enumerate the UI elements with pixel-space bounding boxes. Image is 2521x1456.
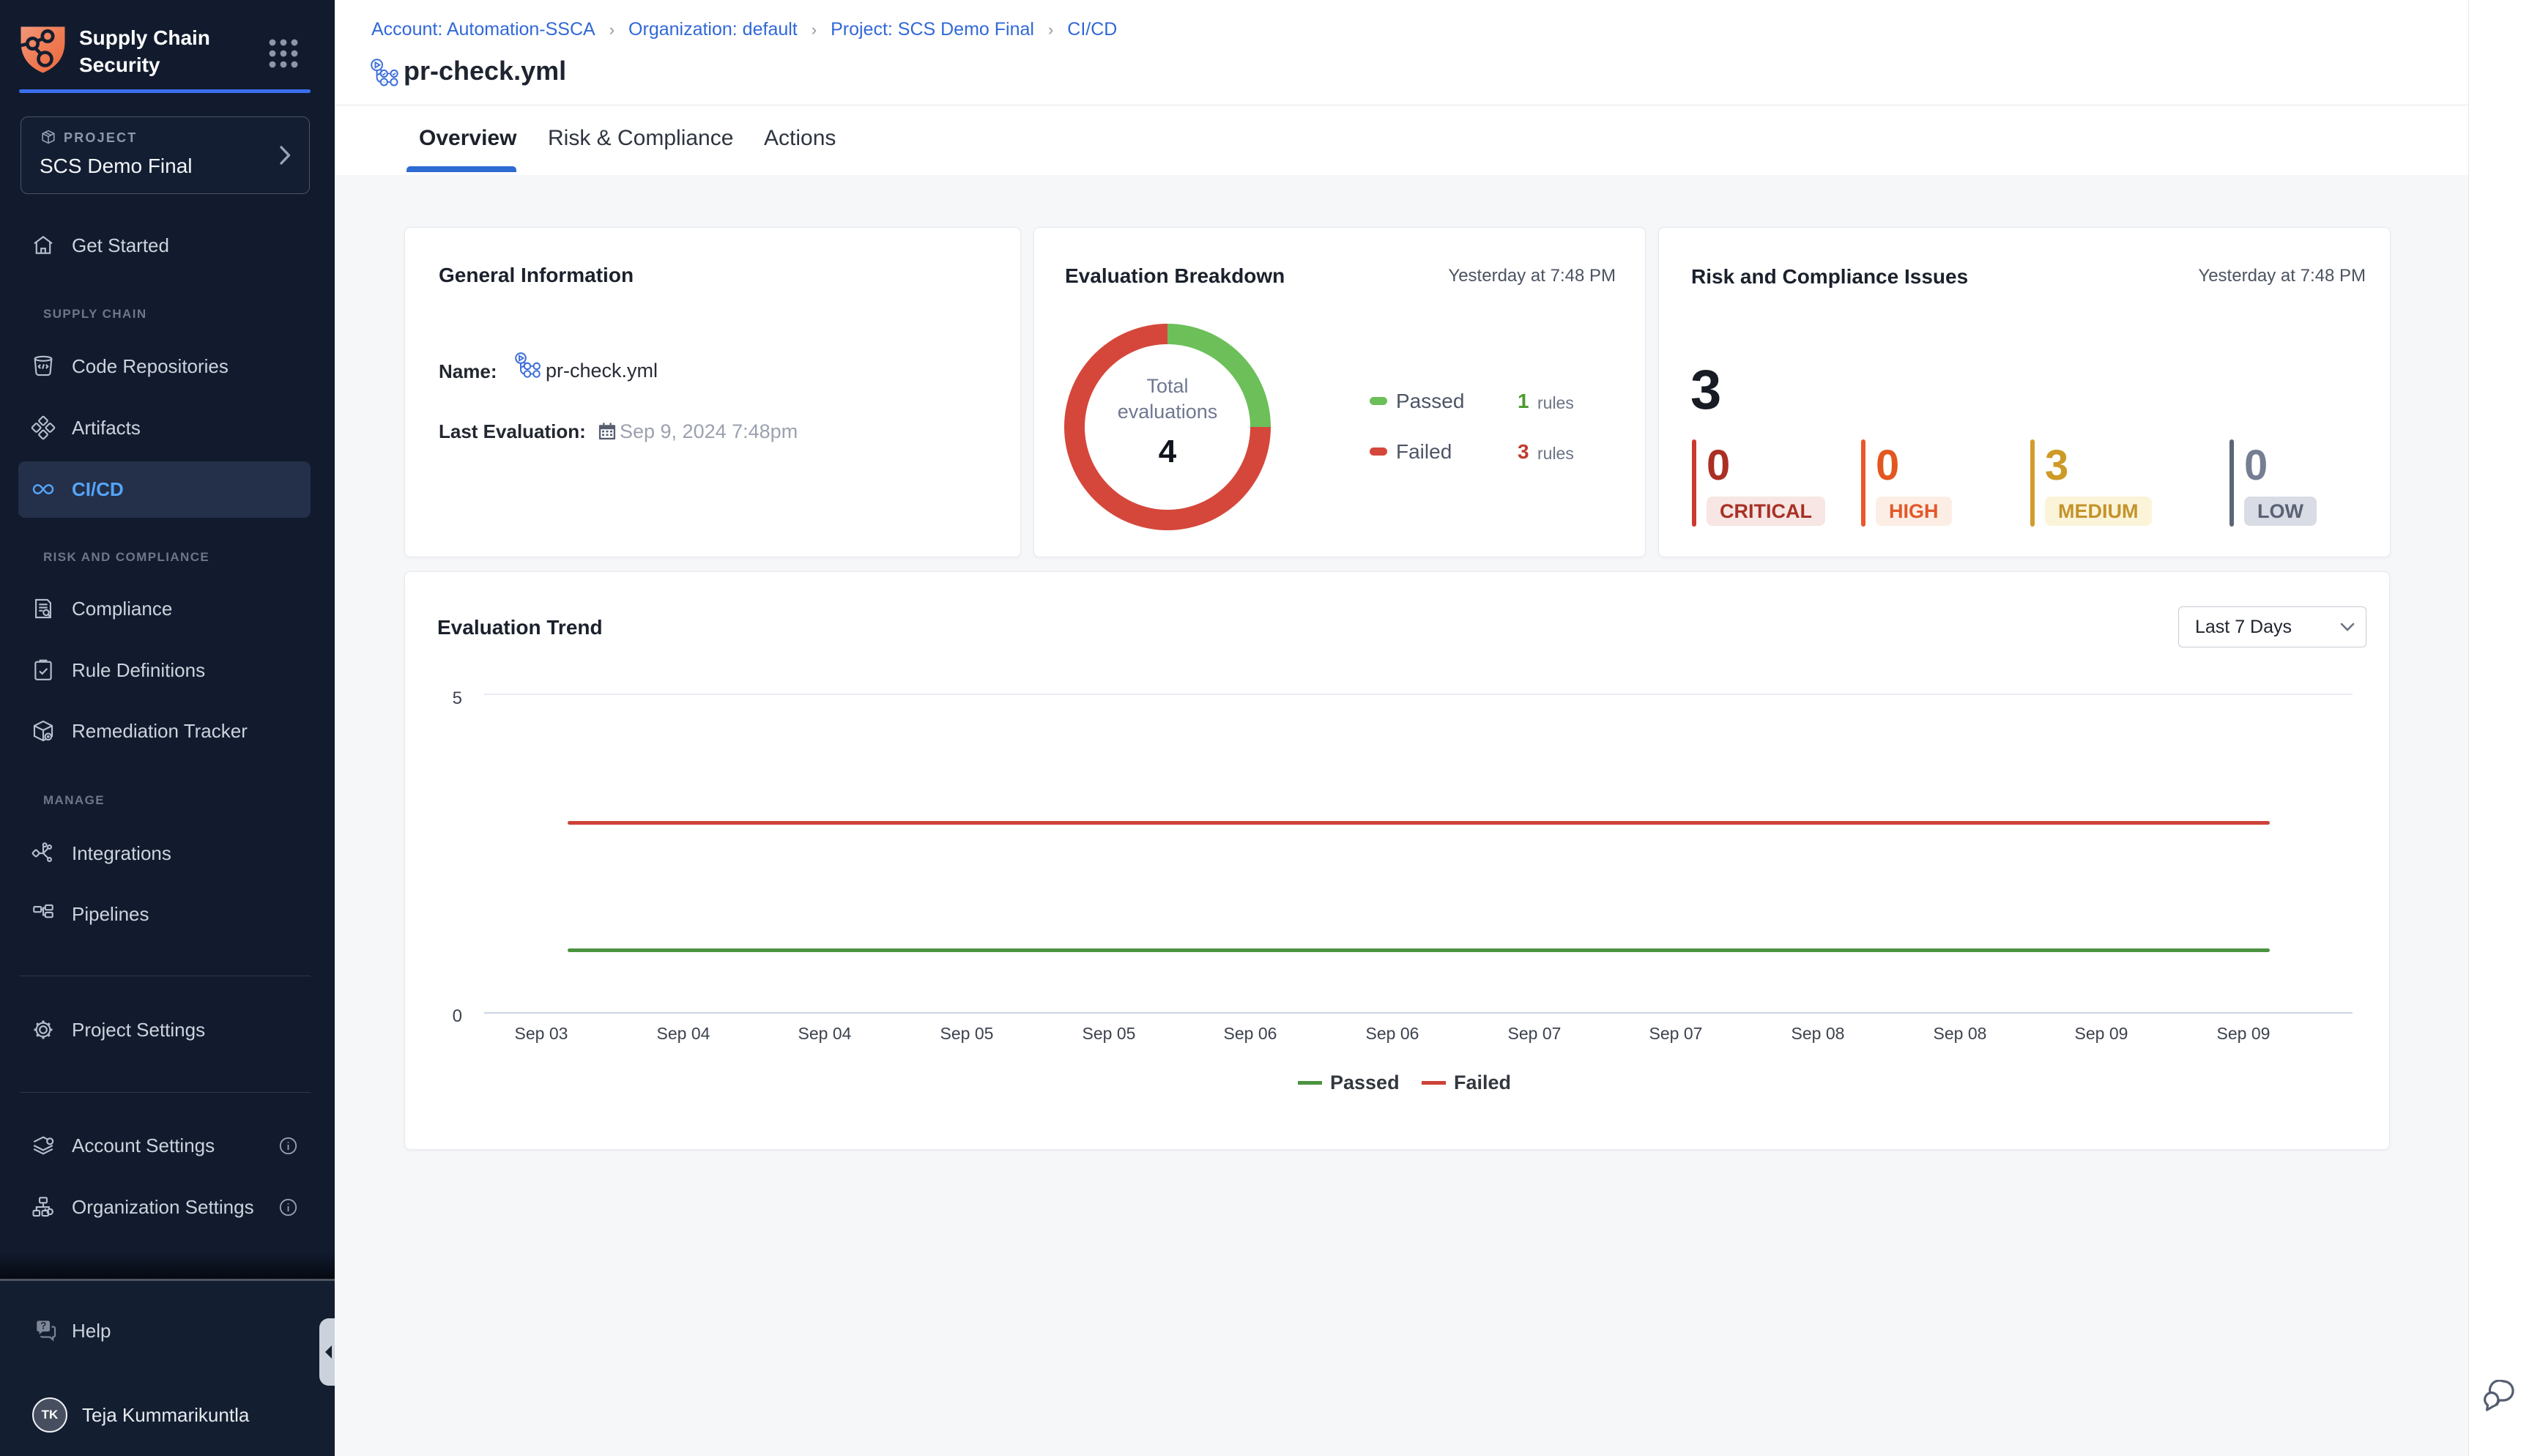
svg-text:?: ? <box>40 1321 46 1331</box>
